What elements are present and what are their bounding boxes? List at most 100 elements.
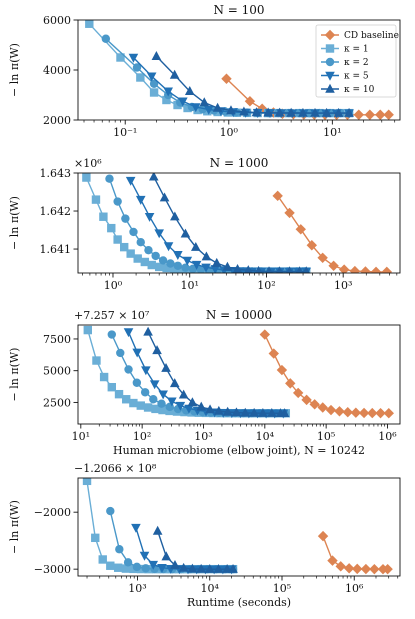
data-point (132, 378, 142, 387)
data-point (129, 398, 138, 408)
data-point (107, 382, 116, 392)
data-point (375, 407, 386, 419)
y-tick-label: 2000 (43, 114, 71, 127)
data-point (140, 257, 150, 267)
series-line (147, 331, 285, 414)
data-point (124, 365, 133, 374)
data-point (367, 407, 378, 419)
data-point (178, 562, 189, 572)
x-tick-label: 10³ (194, 430, 212, 443)
data-point (140, 388, 150, 397)
data-point (187, 397, 198, 407)
data-point (199, 97, 210, 107)
data-point (170, 559, 180, 569)
legend-label: CD baseline (344, 31, 399, 41)
data-point (136, 564, 146, 574)
x-tick-label: 10⁴ (201, 582, 220, 595)
data-point (166, 259, 175, 268)
data-point (135, 195, 146, 205)
data-point (213, 563, 224, 573)
data-point (298, 107, 308, 117)
x-tick-label: 10³ (128, 582, 146, 595)
data-point (251, 107, 262, 117)
legend-marker (325, 83, 335, 93)
legend-label: κ = 1 (344, 45, 369, 55)
data-point (369, 563, 380, 575)
x-tick-label: 10² (133, 430, 151, 443)
y-tick-label: 4000 (43, 64, 71, 77)
data-point (292, 387, 304, 399)
data-point (184, 86, 195, 95)
data-point (91, 533, 100, 543)
data-point (193, 105, 202, 115)
y-tick-label: 1.642 (40, 205, 72, 218)
data-point (317, 530, 329, 542)
y-axis-label: − ln π(W) (8, 43, 21, 97)
data-point (144, 245, 153, 255)
data-point (259, 329, 271, 340)
plot-frame (77, 477, 401, 577)
data-point (191, 260, 202, 270)
series-line (155, 55, 350, 114)
x-tick-label: 10⁰ (104, 279, 123, 292)
data-point (132, 63, 142, 72)
data-point (157, 399, 166, 408)
data-point (115, 545, 124, 554)
data-point (158, 405, 167, 415)
data-point (196, 563, 206, 573)
data-point (343, 563, 355, 574)
data-point (381, 266, 392, 273)
data-point (151, 404, 160, 414)
data-point (113, 563, 123, 572)
data-point (190, 103, 201, 113)
panel-1: 10⁻¹ 10⁰ 10¹ 2000 4000 6000 N = 100 − ln π(W) CD… (8, 3, 401, 139)
y-tick-label: 7500 (43, 333, 71, 346)
legend: CD baseline κ = 1 κ = 2 κ = 5 κ = 10 (315, 24, 399, 98)
data-point (360, 563, 372, 575)
x-tick-label: 10⁶ (378, 430, 397, 443)
data-point (226, 105, 236, 115)
legend-label: κ = 10 (344, 85, 375, 95)
x-tick-label: 10⁻¹ (113, 126, 137, 139)
x-tick-label: 10² (257, 279, 275, 292)
data-point (146, 72, 157, 82)
data-point (91, 195, 101, 204)
data-point (214, 405, 224, 415)
data-point (125, 176, 136, 186)
y-tick-label: −2000 (34, 506, 71, 519)
data-point (231, 407, 242, 417)
data-point (163, 87, 173, 97)
data-point (268, 348, 279, 359)
y-tick-label: 1.643 (40, 167, 72, 180)
data-point (221, 73, 232, 84)
panel-4: 10³ 10⁴ 10⁵ 10⁶ −3000 −2000 −1.2066 × 10⁸ Runti… (8, 462, 401, 609)
y-axis-label: − ln π(W) (8, 196, 21, 250)
plot-frame (77, 324, 401, 425)
legend-marker (325, 44, 335, 53)
data-point (334, 406, 345, 417)
data-point (310, 107, 320, 117)
data-point (141, 366, 151, 376)
data-point (144, 213, 155, 222)
series-line (87, 329, 286, 414)
data-point (383, 408, 394, 419)
data-point (383, 109, 394, 120)
data-point (201, 251, 212, 261)
data-point (240, 407, 251, 417)
data-point (149, 88, 159, 97)
data-point (178, 97, 188, 107)
data-point (113, 235, 122, 244)
data-point (244, 265, 253, 273)
data-point (232, 263, 243, 273)
chart-title: N = 100 (213, 3, 264, 17)
data-point (123, 558, 133, 567)
legend-marker (325, 71, 335, 81)
data-point (275, 266, 284, 273)
data-point (161, 362, 171, 372)
data-point (141, 564, 150, 573)
data-point (161, 551, 172, 561)
data-point (201, 263, 211, 273)
data-point (244, 96, 256, 107)
series-line (157, 530, 233, 570)
